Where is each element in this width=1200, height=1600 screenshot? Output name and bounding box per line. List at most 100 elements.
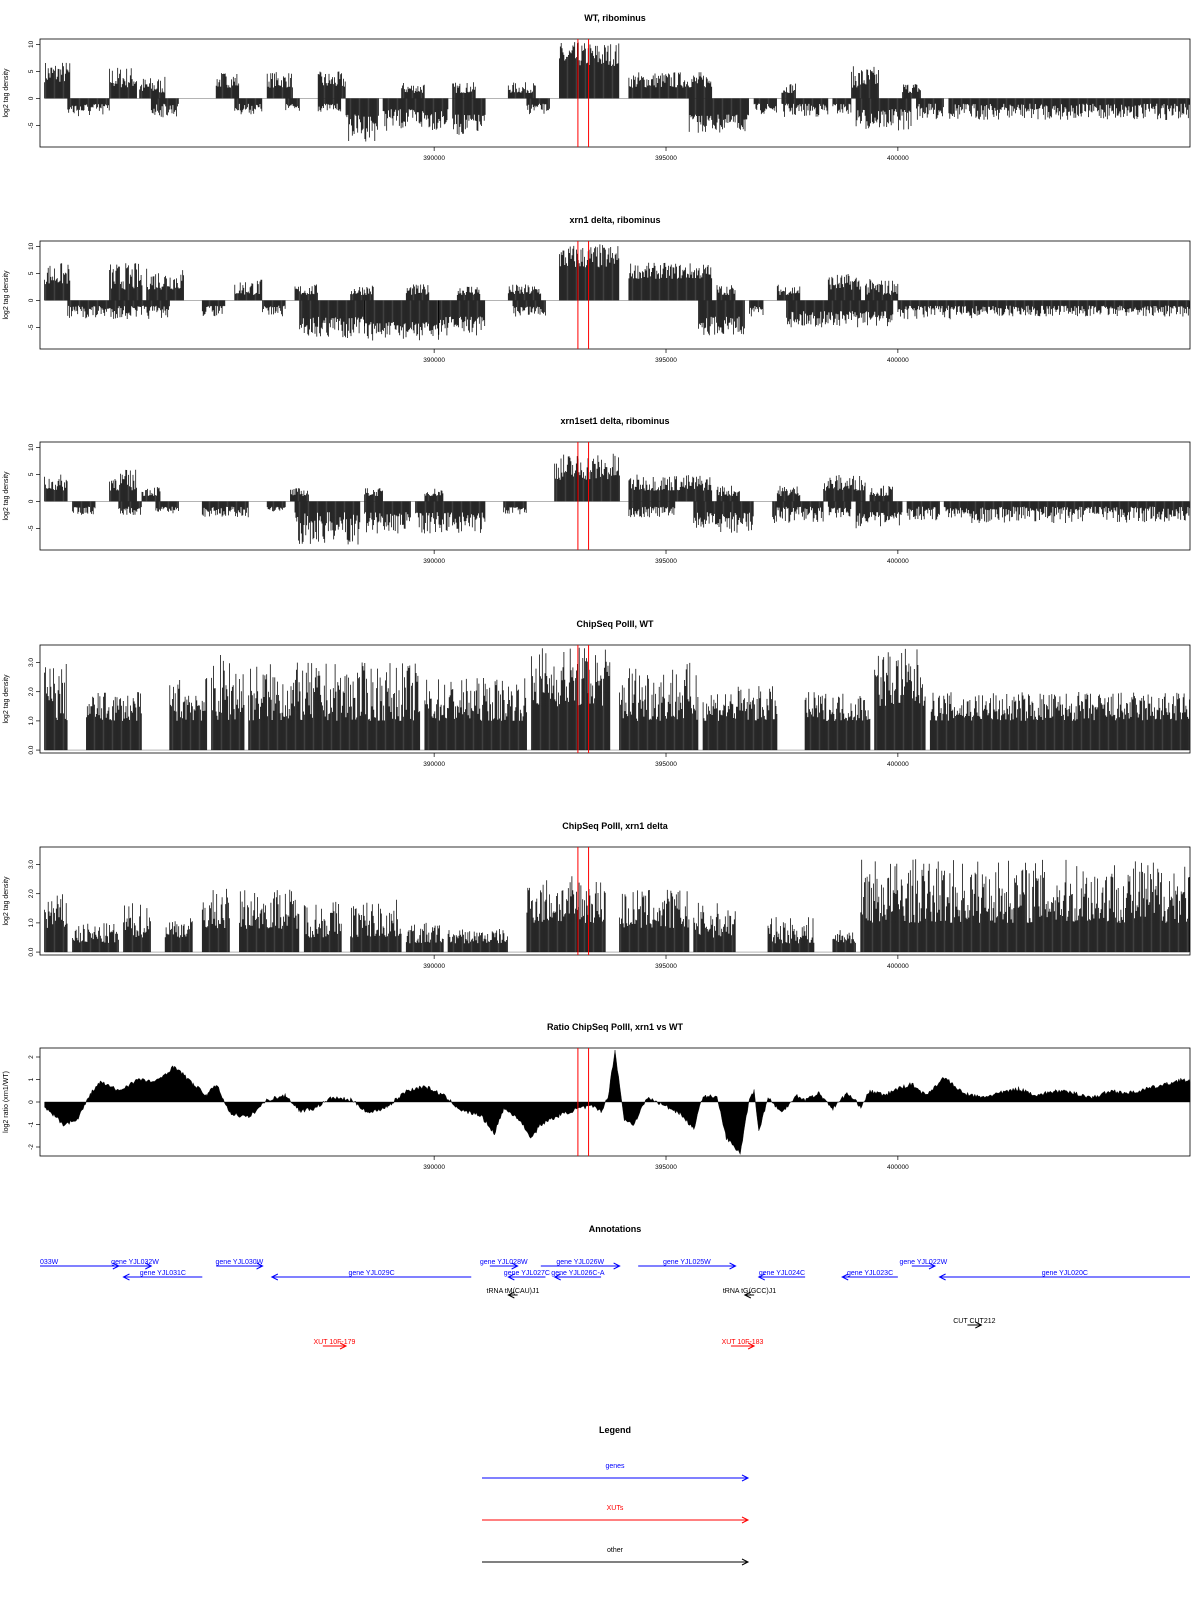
y-axis-label: log2 tag density xyxy=(3,270,10,320)
signal-bars xyxy=(851,66,879,99)
series-minus-strand xyxy=(72,501,1191,545)
plot-frame xyxy=(39,846,1191,956)
x-tick-label: 395000 xyxy=(655,1164,677,1171)
signal-bars xyxy=(716,485,740,502)
annotation-item: gene YJL026W xyxy=(540,1259,621,1270)
signal-bars xyxy=(452,82,476,99)
annotation-label: gene YJL026C-A xyxy=(551,1270,605,1277)
signal-bars xyxy=(781,98,829,117)
annotation-label: gene YJL026W xyxy=(556,1259,604,1266)
annotation-item: tRNA tM(CAU)J1 xyxy=(487,1288,540,1299)
signal-bars xyxy=(772,501,824,523)
arrow-head-icon xyxy=(507,1273,515,1281)
arrow-head-icon xyxy=(757,1273,765,1281)
signal-bars xyxy=(303,901,342,953)
legend-entry: other xyxy=(482,1547,750,1566)
signal-bars xyxy=(716,285,736,301)
signal-bars xyxy=(86,692,142,751)
arrow-head-icon xyxy=(256,1262,264,1270)
y-tick-label: 5 xyxy=(28,271,35,275)
arrow-head-icon xyxy=(743,1291,752,1299)
x-tick-label: 390000 xyxy=(423,155,445,162)
annotation-item: gene YJL032W xyxy=(111,1259,159,1270)
signal-bars xyxy=(299,300,365,338)
y-tick-label: 2.0 xyxy=(28,889,35,898)
signal-bars xyxy=(943,501,968,518)
signal-bars xyxy=(693,902,736,953)
signal-bars xyxy=(855,98,912,131)
annotation-label: XUT 10F-179 xyxy=(314,1339,356,1346)
annotation-label: 033W xyxy=(40,1259,59,1266)
signal-bars xyxy=(44,62,71,99)
arrow-head-icon xyxy=(270,1273,279,1281)
y-tick-label: -5 xyxy=(28,324,35,330)
x-tick-label: 395000 xyxy=(655,963,677,970)
x-tick-label: 400000 xyxy=(887,761,909,768)
signal-bars xyxy=(948,98,1190,120)
signal-bars xyxy=(67,300,170,319)
y-tick-label: 1 xyxy=(28,1077,35,1081)
y-tick-label: -2 xyxy=(28,1144,35,1150)
annotation-item: XUT 10F-179 xyxy=(314,1339,356,1350)
arrow-head-icon xyxy=(145,1262,153,1270)
signal-bars xyxy=(169,678,208,751)
signal-bars xyxy=(405,922,444,953)
y-tick-label: -5 xyxy=(28,122,35,128)
signal-bars xyxy=(317,98,342,112)
legend-label: XUTs xyxy=(607,1505,624,1512)
series-plus-strand xyxy=(44,859,1190,953)
chart-title: ChipSeq PolII, WT xyxy=(577,619,654,629)
arrow-head-icon xyxy=(122,1273,130,1281)
signal-bars xyxy=(109,469,137,502)
signal-bars xyxy=(698,300,745,336)
annotation-label: gene YJL029C xyxy=(348,1270,394,1277)
series-plus-strand xyxy=(44,453,893,502)
annotation-label: CUT CUT212 xyxy=(953,1318,995,1325)
signal-bars xyxy=(554,453,620,502)
x-tick-label: 395000 xyxy=(655,558,677,565)
y-tick-label: 0.0 xyxy=(28,947,35,956)
signal-bars xyxy=(72,923,119,953)
signal-bars xyxy=(865,279,899,301)
chart-title: WT, ribominus xyxy=(584,13,646,23)
annotation-item: gene YJL029C xyxy=(270,1270,472,1281)
annotation-label: gene YJL020C xyxy=(1042,1270,1088,1277)
signal-bars xyxy=(382,98,449,131)
signal-bars xyxy=(503,501,527,515)
annotation-item: gene YJL031C xyxy=(122,1270,203,1281)
signal-bars xyxy=(916,98,944,120)
x-tick-label: 390000 xyxy=(423,963,445,970)
signal-bars xyxy=(201,300,226,317)
signal-bars xyxy=(248,662,421,751)
signal-bars xyxy=(424,678,527,751)
signal-bars xyxy=(628,262,713,301)
arrow-head-icon xyxy=(741,1558,750,1566)
annotation-label: tRNA tG(GCC)J1 xyxy=(723,1288,776,1295)
signal-bars xyxy=(526,876,606,953)
ratio-area xyxy=(44,1049,1191,1156)
x-tick-label: 395000 xyxy=(655,155,677,162)
signal-bars xyxy=(832,930,856,953)
annotation-item: gene YJL027C xyxy=(504,1270,550,1281)
chart-panel-2: xrn1 delta, ribominus -5 0 5 10 log2 tag dens… xyxy=(3,215,1191,364)
signal-bars xyxy=(688,98,749,133)
signal-bars xyxy=(906,501,940,521)
arrow-head-icon xyxy=(507,1291,515,1299)
legend-label: other xyxy=(607,1547,624,1554)
signal-bars xyxy=(781,83,796,99)
signal-bars xyxy=(512,300,546,317)
signal-bars xyxy=(266,72,293,99)
annotation-label: gene YJL023C xyxy=(847,1270,893,1277)
signal-bars xyxy=(109,67,137,99)
annotation-label: gene YJL022W xyxy=(899,1259,947,1266)
chart-title: xrn1 delta, ribominus xyxy=(569,215,660,225)
signal-bars xyxy=(317,71,346,99)
signal-bars xyxy=(266,501,286,512)
plot-frame xyxy=(39,441,1191,551)
signal-bars xyxy=(405,284,430,301)
y-axis-label: log2 ratio (xrn1/WT) xyxy=(3,1071,10,1133)
signal-bars xyxy=(139,76,166,99)
signal-bars xyxy=(447,929,508,953)
signal-bars xyxy=(526,98,550,115)
x-tick-label: 390000 xyxy=(423,357,445,364)
